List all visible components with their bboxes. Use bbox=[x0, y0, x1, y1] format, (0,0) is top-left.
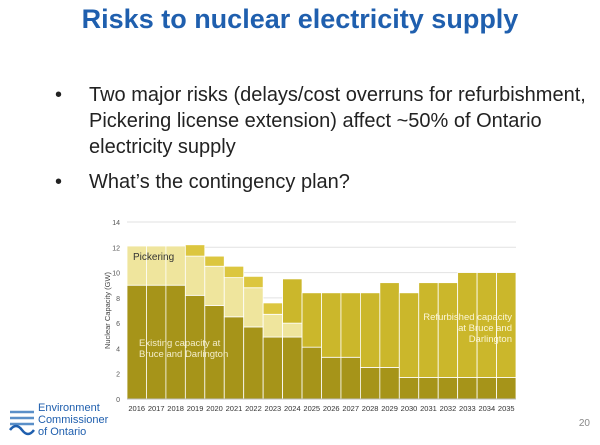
bar-segment bbox=[223, 265, 245, 279]
annotation-refurbished: Refurbished capacity bbox=[423, 312, 512, 323]
annotation-refurbished: at Bruce and bbox=[458, 323, 512, 334]
x-tick-label: 2022 bbox=[245, 404, 262, 413]
bar-segment bbox=[301, 292, 322, 348]
y-tick-label: 10 bbox=[112, 271, 120, 278]
bar-segment bbox=[476, 377, 497, 400]
x-tick-label: 2017 bbox=[148, 404, 165, 413]
bar-segment bbox=[321, 292, 342, 358]
bar-segment bbox=[496, 377, 517, 400]
bar-segment bbox=[457, 377, 478, 400]
bullet-item: What’s the contingency plan? bbox=[55, 169, 595, 195]
logo-icon bbox=[8, 406, 35, 436]
bar-segment bbox=[359, 366, 381, 400]
bar-segment bbox=[379, 282, 400, 368]
bar-segment bbox=[418, 377, 439, 400]
bar-segment bbox=[282, 278, 303, 324]
x-tick-label: 2033 bbox=[459, 404, 476, 413]
annotation-pickering: Pickering bbox=[133, 252, 174, 263]
annotation-existing: Bruce and Darlington bbox=[139, 349, 228, 360]
bar-segment bbox=[321, 356, 342, 400]
bar-segment bbox=[223, 277, 245, 318]
x-tick-label: 2020 bbox=[206, 404, 223, 413]
bar-segment bbox=[204, 255, 225, 267]
x-tick-label: 2027 bbox=[342, 404, 359, 413]
x-tick-label: 2026 bbox=[323, 404, 340, 413]
x-tick-label: 2019 bbox=[187, 404, 204, 413]
bar-segment bbox=[282, 336, 303, 400]
y-tick-label: 8 bbox=[116, 296, 120, 303]
bar-segment bbox=[282, 322, 303, 338]
bullet-item: Two major risks (delays/cost overruns fo… bbox=[55, 82, 595, 160]
x-tick-label: 2023 bbox=[265, 404, 282, 413]
bar-segment bbox=[496, 272, 517, 378]
bar-segment bbox=[359, 292, 381, 368]
x-tick-label: 2028 bbox=[362, 404, 379, 413]
x-tick-label: 2030 bbox=[401, 404, 418, 413]
bar-segment bbox=[184, 255, 206, 296]
bar-segment bbox=[301, 346, 322, 400]
page-number: 20 bbox=[578, 418, 590, 429]
bar-segment bbox=[379, 366, 400, 400]
annotation-refurbished: Darlington bbox=[469, 334, 512, 345]
logo-text: Environment Commissioner of Ontario bbox=[38, 402, 109, 438]
y-axis-label: Nuclear Capacity (GW) bbox=[103, 271, 112, 349]
x-tick-label: 2034 bbox=[478, 404, 495, 413]
x-tick-label: 2024 bbox=[284, 404, 301, 413]
annotation-existing: Existing capacity at bbox=[139, 338, 221, 349]
x-tick-label: 2035 bbox=[498, 404, 515, 413]
bar-segment bbox=[243, 326, 264, 400]
bar-segment bbox=[243, 287, 264, 328]
x-tick-label: 2029 bbox=[381, 404, 398, 413]
x-tick-label: 2016 bbox=[128, 404, 145, 413]
y-tick-label: 0 bbox=[116, 397, 120, 404]
bar-segment bbox=[262, 336, 283, 400]
y-tick-label: 12 bbox=[112, 245, 120, 252]
x-tick-label: 2031 bbox=[420, 404, 437, 413]
bar-segment bbox=[418, 282, 439, 378]
bar-segment bbox=[437, 282, 459, 378]
bar-segment bbox=[184, 244, 206, 257]
bar-segment bbox=[262, 313, 283, 338]
x-tick-label: 2032 bbox=[440, 404, 457, 413]
bar-segment bbox=[340, 292, 361, 358]
bar-segment bbox=[437, 377, 459, 400]
bar-segment bbox=[204, 265, 225, 306]
bar-segment bbox=[398, 377, 420, 400]
x-tick-label: 2025 bbox=[303, 404, 320, 413]
bar-segment bbox=[243, 275, 264, 289]
x-tick-label: 2018 bbox=[167, 404, 184, 413]
bar-segment bbox=[398, 292, 420, 378]
y-tick-label: 2 bbox=[116, 372, 120, 379]
y-tick-label: 4 bbox=[116, 346, 120, 353]
slide-title: Risks to nuclear electricity supply bbox=[81, 4, 519, 34]
bar-segment bbox=[340, 356, 361, 400]
bullet-list: Two major risks (delays/cost overruns fo… bbox=[55, 82, 595, 204]
bar-segment bbox=[262, 302, 283, 315]
y-tick-label: 14 bbox=[112, 220, 120, 227]
y-tick-label: 6 bbox=[116, 321, 120, 328]
x-tick-label: 2021 bbox=[226, 404, 243, 413]
